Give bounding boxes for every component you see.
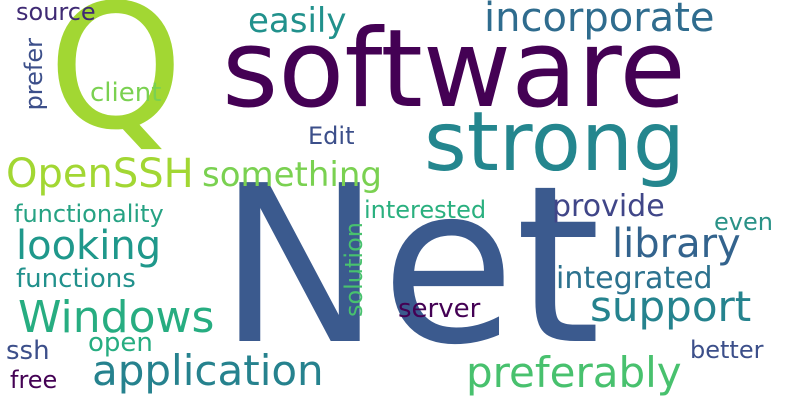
word-q: Q xyxy=(48,0,184,168)
word-solution: solution xyxy=(340,222,368,318)
word-strong: strong xyxy=(424,95,685,190)
word-preferably: preferably xyxy=(466,348,682,397)
word-open: open xyxy=(88,328,153,358)
word-something: something xyxy=(202,155,383,195)
word-openssh: OpenSSH xyxy=(6,151,194,197)
word-client: client xyxy=(90,78,162,108)
word-prefer: prefer xyxy=(20,38,48,111)
word-ssh: ssh xyxy=(6,336,50,366)
word-provide: provide xyxy=(552,189,665,224)
word-interested: interested xyxy=(364,196,487,224)
word-edit: Edit xyxy=(308,122,355,150)
word-source: source xyxy=(16,0,96,26)
word-support: support xyxy=(590,282,752,331)
word-windows: Windows xyxy=(18,292,215,343)
word-functionality: functionality xyxy=(14,200,164,228)
word-better: better xyxy=(690,336,764,364)
word-looking: looking xyxy=(16,223,162,269)
word-even: even xyxy=(714,208,773,236)
word-net: Net xyxy=(218,140,601,393)
word-server: server xyxy=(398,294,481,324)
word-easily: easily xyxy=(248,1,347,41)
word-software: software xyxy=(222,7,686,132)
word-free: free xyxy=(10,366,58,394)
word-incorporate: incorporate xyxy=(484,0,715,41)
word-functions: functions xyxy=(16,264,136,294)
word-integrated: integrated xyxy=(556,261,713,296)
word-library: library xyxy=(612,221,741,267)
word-application: application xyxy=(92,346,324,395)
